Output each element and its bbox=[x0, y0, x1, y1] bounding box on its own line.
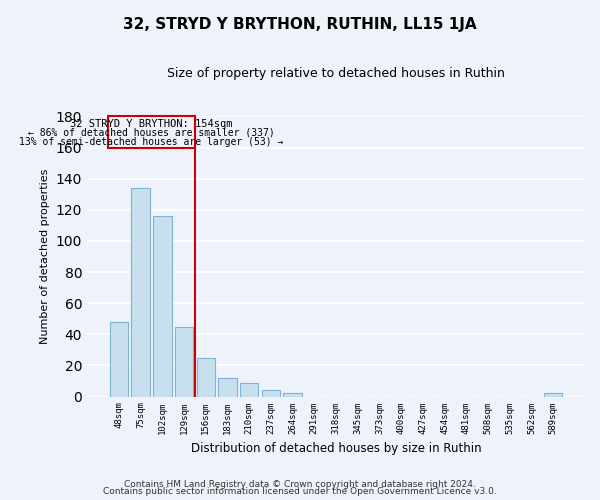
Text: ← 86% of detached houses are smaller (337): ← 86% of detached houses are smaller (33… bbox=[28, 128, 275, 138]
Bar bbox=[544, 394, 562, 396]
Bar bbox=[218, 378, 236, 396]
Bar bbox=[153, 216, 172, 396]
Bar bbox=[131, 188, 150, 396]
Text: Contains public sector information licensed under the Open Government Licence v3: Contains public sector information licen… bbox=[103, 488, 497, 496]
Bar bbox=[110, 322, 128, 396]
Bar bbox=[262, 390, 280, 396]
Bar bbox=[240, 382, 259, 396]
Bar bbox=[175, 326, 193, 396]
X-axis label: Distribution of detached houses by size in Ruthin: Distribution of detached houses by size … bbox=[191, 442, 481, 455]
Text: Contains HM Land Registry data © Crown copyright and database right 2024.: Contains HM Land Registry data © Crown c… bbox=[124, 480, 476, 489]
Text: 13% of semi-detached houses are larger (53) →: 13% of semi-detached houses are larger (… bbox=[19, 136, 284, 146]
Bar bbox=[283, 394, 302, 396]
Title: Size of property relative to detached houses in Ruthin: Size of property relative to detached ho… bbox=[167, 68, 505, 80]
Bar bbox=[197, 358, 215, 397]
FancyBboxPatch shape bbox=[108, 116, 195, 148]
Text: 32 STRYD Y BRYTHON: 154sqm: 32 STRYD Y BRYTHON: 154sqm bbox=[70, 118, 233, 128]
Y-axis label: Number of detached properties: Number of detached properties bbox=[40, 169, 50, 344]
Text: 32, STRYD Y BRYTHON, RUTHIN, LL15 1JA: 32, STRYD Y BRYTHON, RUTHIN, LL15 1JA bbox=[123, 18, 477, 32]
